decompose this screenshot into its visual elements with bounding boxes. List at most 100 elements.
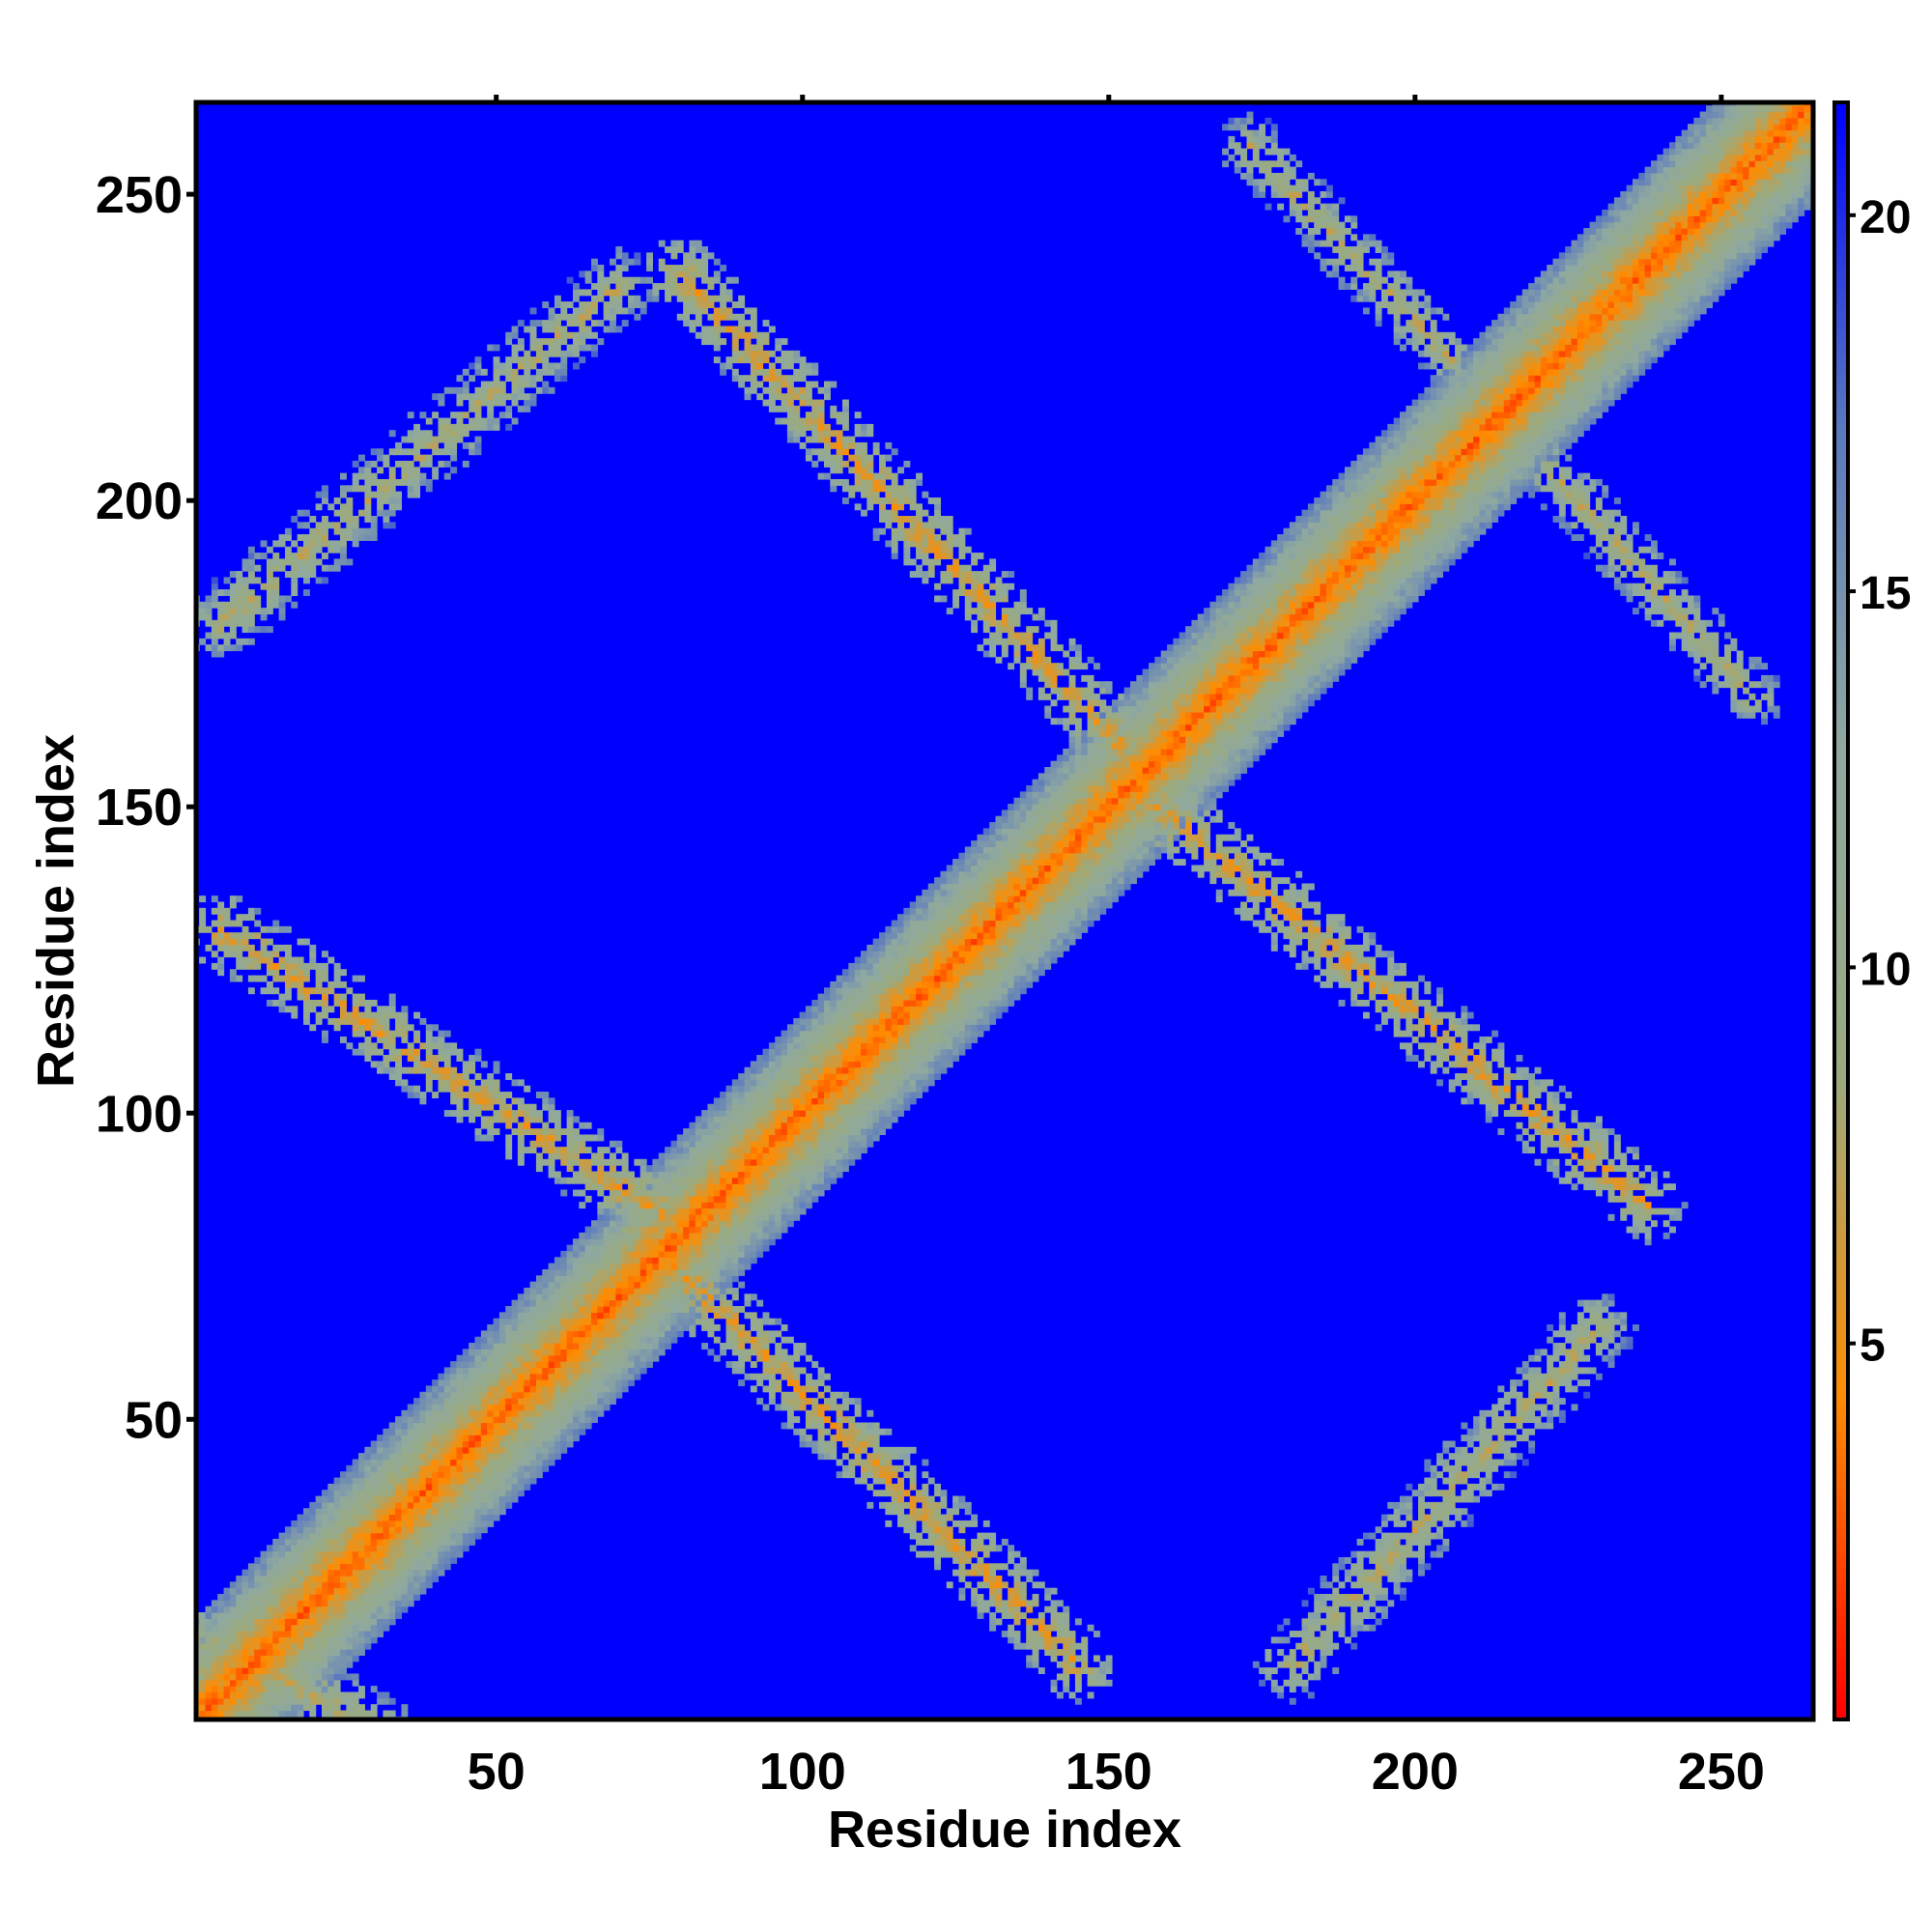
heatmap-cell [805,1183,812,1191]
heatmap-cell [634,1336,641,1344]
heatmap-cell [480,1398,488,1406]
heatmap-cell [315,1520,323,1527]
heatmap-cell [480,417,488,425]
heatmap-cell [505,1312,513,1320]
heatmap-cell [377,1576,384,1582]
heatmap-cell [584,1306,592,1313]
heatmap-cell [407,491,414,498]
heatmap-cell [628,1349,635,1356]
heatmap-cell [322,534,328,541]
heatmap-cell [707,1103,715,1111]
heatmap-cell [413,430,421,438]
heatmap-cell [683,1312,691,1320]
heatmap-cell [628,1171,635,1179]
heatmap-cell [805,1195,812,1203]
heatmap-cell [272,987,280,995]
heatmap-cell [309,1550,317,1558]
heatmap-cell [731,350,739,357]
heatmap-cell [584,1183,592,1191]
heatmap-cell [493,1361,500,1368]
heatmap-cell [701,270,709,278]
heatmap-cell [731,1189,739,1197]
heatmap-cell [217,613,225,621]
heatmap-cell [799,1177,807,1184]
heatmap-cell [542,368,550,376]
heatmap-cell [548,386,555,394]
heatmap-cell [487,1385,495,1393]
heatmap-cell [811,1416,819,1424]
heatmap-cell [236,1673,243,1681]
heatmap-cell [511,1483,519,1491]
heatmap-cell [811,1404,819,1411]
heatmap-cell [493,1391,500,1399]
heatmap-cell [309,1576,317,1582]
heatmap-cell [456,1477,464,1485]
heatmap-cell [566,1293,574,1301]
heatmap-cell [579,356,586,364]
heatmap-cell [493,1490,500,1497]
heatmap-cell [683,1165,691,1173]
heatmap-cell [731,1103,739,1111]
heatmap-cell [554,1385,561,1393]
heatmap-cell [474,1490,482,1497]
heatmap-cell [505,1110,513,1118]
heatmap-cell [377,1618,384,1626]
heatmap-cell [768,1379,776,1387]
heatmap-cell [554,1361,561,1368]
heatmap-cell [548,1268,555,1276]
heatmap-cell [610,1361,616,1368]
heatmap-cell [689,1299,696,1307]
heatmap-cell [217,1636,225,1644]
heatmap-cell [725,1275,733,1283]
heatmap-cell [695,301,702,309]
heatmap-cell [560,1128,568,1136]
heatmap-cell [284,1649,292,1657]
heatmap-cell [799,430,807,438]
heatmap-cell [615,252,623,260]
heatmap-cell [542,1293,550,1301]
heatmap-cell [762,1330,770,1338]
heatmap-cell [340,1017,347,1025]
heatmap-cell [529,1385,537,1393]
heatmap-cell [333,1514,341,1521]
heatmap-cell [781,1140,788,1148]
heatmap-cell [284,951,292,958]
heatmap-cell [542,1318,550,1325]
heatmap-cell [775,417,782,425]
heatmap-cell [756,1110,764,1118]
heatmap-cell [236,1624,243,1632]
heatmap-cell [811,1361,819,1368]
heatmap-cell [701,326,709,333]
heatmap-cell [199,895,207,903]
heatmap-cell [793,1391,801,1399]
heatmap-cell [793,375,801,383]
heatmap-cell [670,1293,678,1301]
heatmap-cell [731,1134,739,1142]
heatmap-cell [297,975,304,982]
heatmap-cell [284,1006,292,1013]
heatmap-cell [443,1367,451,1375]
heatmap-cell [542,1464,550,1472]
heatmap-cell [302,1520,310,1527]
heatmap-cell [615,289,623,297]
heatmap-cell [291,980,298,988]
heatmap-cell [781,375,788,383]
heatmap-cell [529,1116,537,1123]
heatmap-cell [529,1446,537,1454]
heatmap-cell [591,1416,598,1424]
heatmap-cell [358,1471,365,1479]
heatmap-cell [775,1195,782,1203]
heatmap-cell [370,527,378,535]
heatmap-cell [480,423,488,431]
heatmap-cell [707,1177,715,1184]
heatmap-cell [584,1232,592,1239]
heatmap-cell [634,1361,641,1368]
heatmap-cell [597,1281,605,1289]
heatmap-cell [517,1299,525,1307]
heatmap-cell [744,1202,752,1209]
heatmap-cell [768,362,776,370]
heatmap-cell [628,1275,635,1283]
heatmap-cell [340,1618,347,1626]
heatmap-cell [517,1354,525,1362]
heatmap-cell [610,1140,616,1148]
